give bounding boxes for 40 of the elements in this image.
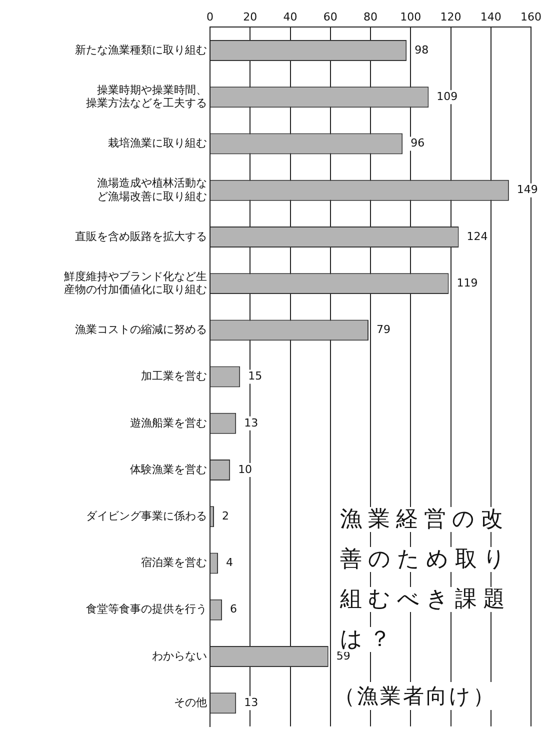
y-tick-label: 直販を含め販路を拡大する (75, 230, 207, 243)
y-tick-label: ダイビング事業に係わる (86, 510, 207, 522)
x-tick-label: 120 (440, 10, 462, 24)
data-label: 6 (230, 602, 238, 616)
y-tick-label: 栽培漁業に取り組む (108, 136, 207, 150)
text: 漁業経営の改善のため取り組むべき課題は？ (340, 507, 512, 652)
y-tick-label: 食堂等食事の提供を行う (86, 602, 207, 616)
x-tick-label: 140 (480, 10, 502, 24)
data-label: 119 (456, 276, 478, 290)
x-tick-label: 80 (364, 10, 378, 24)
data-label: 15 (248, 370, 262, 383)
x-tick-label: 60 (323, 10, 338, 24)
data-label: 4 (226, 556, 234, 570)
y-tick-label: 体験漁業を営む (130, 462, 207, 476)
data-label: 149 (516, 183, 538, 196)
data-label: 13 (244, 416, 258, 430)
data-label: 109 (436, 90, 458, 103)
data-label: 79 (376, 323, 390, 336)
data-label: 98 (414, 43, 429, 56)
data-label: 13 (244, 696, 258, 709)
y-tick-label: 遊漁船業を営む (130, 416, 207, 430)
y-tick-label: 操業時期や操業時間、操業方法などを工夫する (86, 83, 207, 110)
data-label: 96 (410, 136, 425, 150)
y-tick-label: 漁場造成や植林活動など漁場改善に取り組む (97, 176, 207, 203)
x-tick-label: 160 (520, 10, 542, 24)
y-tick-label: わからない (152, 649, 207, 662)
y-tick-label: その他 (174, 696, 207, 709)
y-tick-label: 新たな漁業種類に取り組む (75, 43, 207, 56)
y-tick-label: 鮮度維持やブランド化など生産物の付加価値化に取り組む (64, 270, 207, 296)
data-label: 10 (238, 462, 252, 476)
y-tick-label: 加工業を営む (141, 370, 207, 383)
y-tick-label: 宿泊業を営む (141, 556, 207, 570)
text: （漁業者向け） (334, 682, 496, 710)
data-label: 124 (466, 230, 488, 243)
x-tick-label: 40 (283, 10, 298, 24)
data-label: 2 (222, 510, 230, 522)
x-tick-label: 100 (400, 10, 422, 24)
y-tick-label: 漁業コストの縮減に努める (75, 323, 207, 336)
x-tick-label: 20 (243, 10, 258, 24)
x-tick-label: 0 (206, 10, 214, 24)
